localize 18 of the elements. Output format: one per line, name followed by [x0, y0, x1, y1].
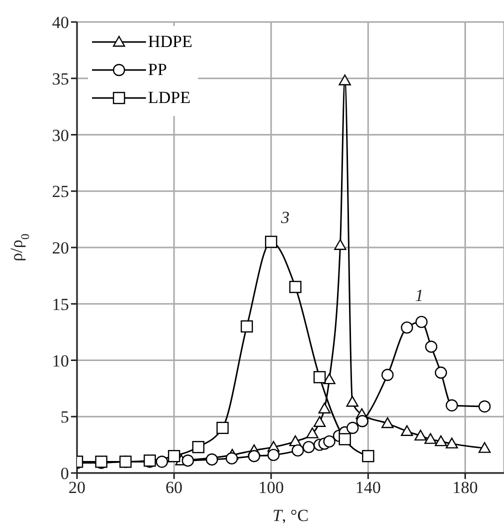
- annotation: 3: [281, 208, 290, 227]
- y-tick-label: 35: [52, 69, 69, 88]
- y-tick-label: 30: [52, 126, 69, 145]
- y-tick-label: 0: [60, 464, 69, 484]
- legend-label: HDPE: [148, 31, 192, 53]
- y-tick-label: 5: [60, 408, 69, 427]
- y-tick-label: 10: [52, 351, 69, 370]
- y-tick-label: 20: [52, 238, 69, 258]
- x-tick-label: 60: [166, 478, 183, 498]
- y-tick-label: 25: [52, 182, 69, 202]
- y-tick-label: 15: [52, 294, 69, 314]
- legend-label: LDPE: [148, 87, 190, 109]
- x-tick-label: 180: [452, 478, 478, 498]
- legend-label: PP: [148, 59, 167, 81]
- y-tick-label: 40: [52, 13, 69, 32]
- x-tick-label: 100: [258, 478, 284, 498]
- annotation: 1: [415, 286, 424, 305]
- x-tick-label: 140: [355, 478, 381, 498]
